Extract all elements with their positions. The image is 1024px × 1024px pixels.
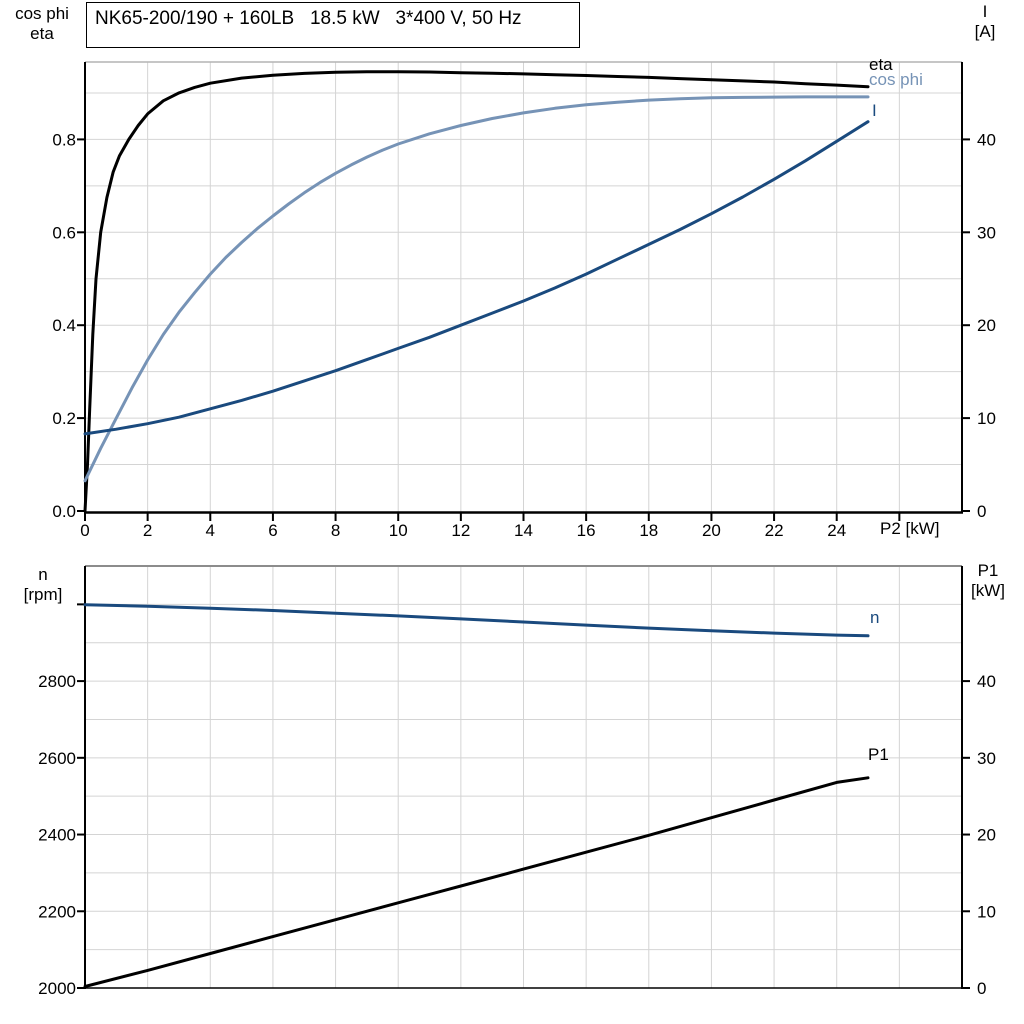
x-tick-label: 10 [389, 521, 408, 540]
p1-curve-label: P1 [868, 745, 889, 764]
eta-curve [83, 70, 870, 513]
left-tick-label: 0.0 [52, 502, 76, 521]
top-right-axis-title: I [A] [955, 2, 1015, 42]
left-tick-label: 2600 [38, 749, 76, 768]
x-tick-label: 18 [639, 521, 658, 540]
bottom-left-axis-title: n [rpm] [6, 565, 80, 605]
left-tick-label: 2800 [38, 672, 76, 691]
x-tick-label: 24 [827, 521, 846, 540]
left-tick-label: 0.4 [52, 316, 76, 335]
left-tick-label: 2000 [38, 979, 76, 998]
x-tick-label: 14 [514, 521, 533, 540]
left-tick-label: 2200 [38, 902, 76, 921]
x-tick-label: 8 [331, 521, 340, 540]
x-tick-label: 20 [702, 521, 721, 540]
n-curve [83, 603, 870, 638]
top-left-axis-title: cos phi eta [6, 4, 78, 44]
left-tick-label: 2400 [38, 826, 76, 845]
right-tick-label: 10 [977, 902, 996, 921]
x-tick-label: 22 [765, 521, 784, 540]
axis-title-line: n [38, 565, 48, 584]
x-tick-label: 6 [268, 521, 277, 540]
left-tick-label: 0.2 [52, 409, 76, 428]
axis-title-line: I [982, 2, 988, 21]
speed-curve-label: n [870, 608, 880, 627]
left-tick-label: 0.6 [52, 223, 76, 242]
right-tick-label: 10 [977, 409, 996, 428]
right-tick-label: 30 [977, 749, 996, 768]
right-tick-label: 20 [977, 316, 996, 335]
x-tick-label: 12 [451, 521, 470, 540]
x-tick-label: 16 [577, 521, 596, 540]
axis-title-line: [A] [974, 22, 996, 41]
right-tick-label: 0 [977, 979, 986, 998]
axis-title-line: [kW] [971, 581, 1005, 600]
x-tick-label: 2 [143, 521, 152, 540]
left-tick-label: 0.8 [52, 130, 76, 149]
right-tick-label: 40 [977, 130, 996, 149]
axis-title-line: eta [30, 24, 54, 43]
right-tick-label: 0 [977, 502, 986, 521]
axis-title-line: [rpm] [23, 585, 63, 604]
i-curve [83, 120, 870, 436]
x-axis-label: P2 [kW] [880, 519, 940, 538]
chart-title: NK65-200/190 + 160LB 18.5 kW 3*400 V, 50… [86, 2, 580, 48]
x-tick-label: 4 [206, 521, 215, 540]
axis-title-line: cos phi [15, 4, 69, 23]
x-tick-label: 0 [80, 521, 89, 540]
cos-phi-curve-label: cos phi [869, 70, 923, 89]
right-tick-label: 20 [977, 826, 996, 845]
right-tick-label: 30 [977, 223, 996, 242]
cos-phi-curve [83, 95, 870, 483]
p1-curve [83, 776, 870, 988]
right-tick-label: 40 [977, 672, 996, 691]
current-curve-label: I [872, 101, 877, 120]
axis-title-line: P1 [977, 561, 999, 580]
bottom-right-axis-title: P1 [kW] [956, 561, 1020, 601]
eta-curve-label: eta [869, 55, 893, 74]
